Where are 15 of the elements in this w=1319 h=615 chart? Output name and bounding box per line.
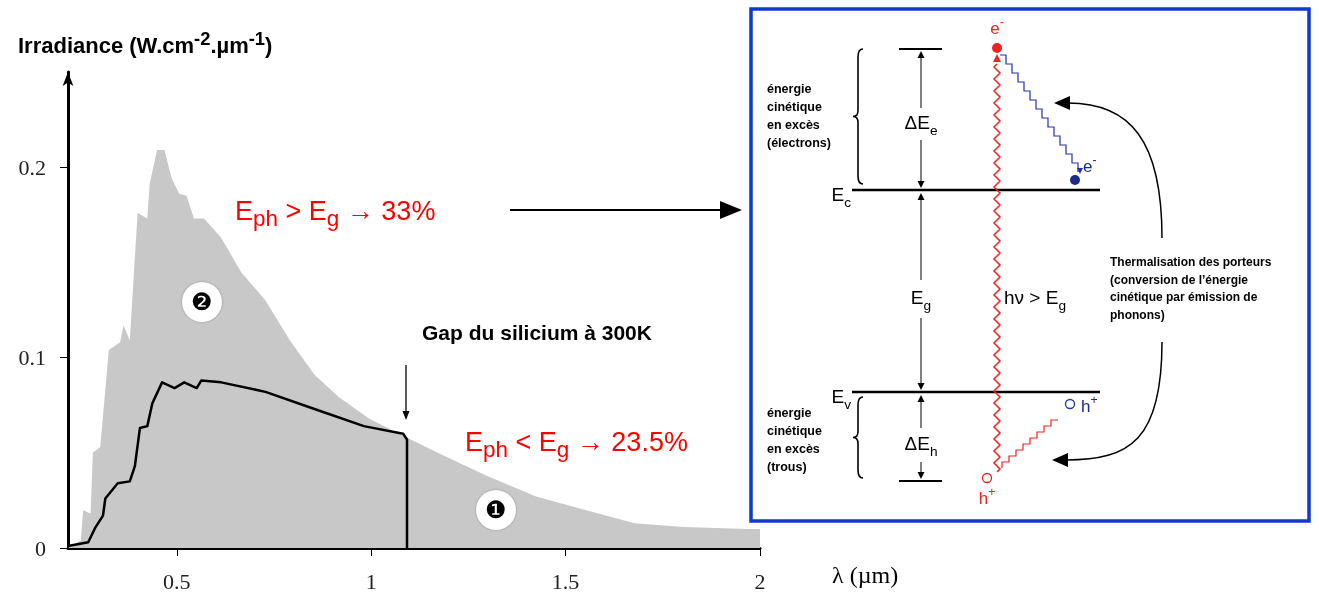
annotation: Gap du silicium à 300K [422,321,652,345]
y-axis-title: Irradiance (W.cm$^{-2}$.µm$^{-1}$) [18,28,273,60]
x-tick-label: 1.5 [551,568,580,594]
annotation: ❷ [181,282,222,323]
y-tick-label: 0.2 [18,154,46,180]
y-tick-label: 0 [35,535,46,561]
x-axis-title: λ (µm) [832,562,899,589]
y-tick-label: 0.1 [18,345,46,371]
annotation: E$_{ph}$ > E$_{g}$ → 33% [235,195,436,233]
energy-band-diagram: énergie cinétique en excès (électrons) ΔE$_{e}$ E$_{c}$ E$_{g}$ hν > E$_{g}$ e$^{-}$ e$^{-}$ E$_{v}$ énergie cinétique en excès (trous) ΔE$_{h}$ h$^{+}$ h$^{+}$ Thermalisation des porteurs (conversion de l’énergie cinétique par émission de phonons) [749,7,1311,523]
x-tick-label: 2 [754,568,766,594]
x-tick-label: 1 [365,568,377,594]
annotation: E$_{ph}$ < E$_{g}$ → 23.5% [465,426,688,464]
x-tick-label: 0.5 [163,568,191,594]
annotation: ❶ [476,489,517,530]
